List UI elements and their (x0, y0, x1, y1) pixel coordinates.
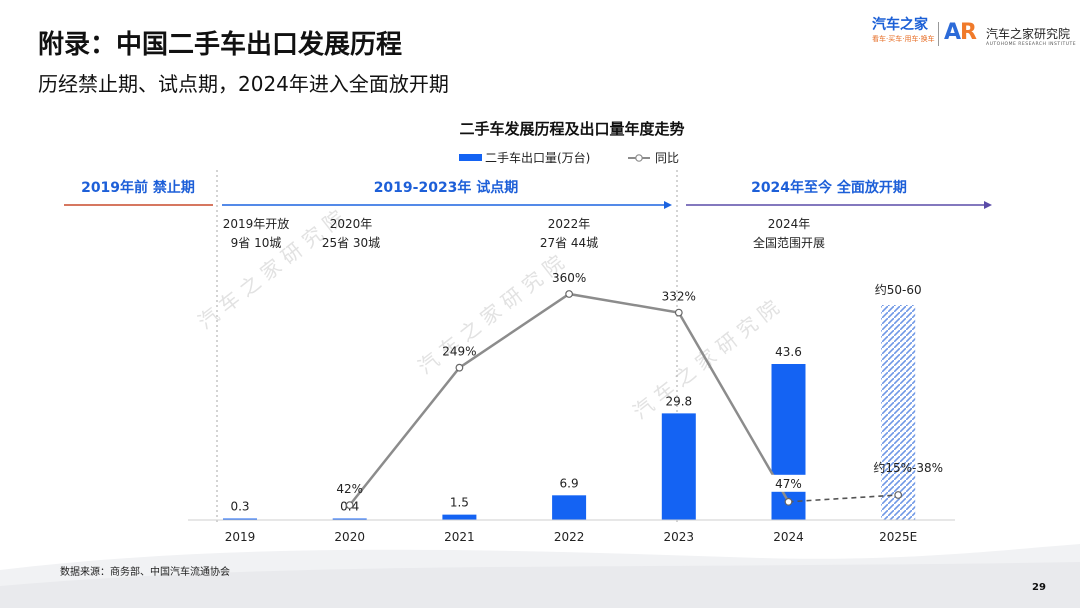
phase-label-pilot: 2019-2023年 试点期 (374, 179, 519, 196)
phase-label-ban: 2019年前 禁止期 (81, 179, 195, 196)
yoy-label-2025E: 约15%-38% (873, 460, 943, 475)
bar-2025E-estimate (881, 305, 916, 520)
bar-label-2021: 1.5 (450, 496, 469, 510)
research-institute-english-name: AUTOHOME RESEARCH INSTITUTE (986, 42, 1077, 47)
chart-title: 二手车发展历程及出口量年度走势 (459, 120, 684, 138)
legend-bar-swatch (459, 154, 482, 161)
ar-logo-r: R (960, 20, 977, 45)
page-title: 附录：中国二手车出口发展历程 (38, 30, 403, 60)
milestone-2019-line1: 2019年开放 (223, 216, 290, 231)
yoy-label-2021: 249% (442, 345, 476, 359)
legend-bar-label: 二手车出口量(万台) (485, 150, 590, 165)
bar-2022 (552, 495, 587, 520)
milestone-2022-line2: 27省 44城 (540, 236, 598, 250)
yoy-projection-line (788, 494, 899, 503)
autohome-logo-tagline: 看车·买车·用车·换车 (872, 35, 935, 43)
milestone-2020-line2: 25省 30城 (322, 236, 380, 250)
milestone-2022-line1: 2022年 (548, 217, 591, 231)
x-tick-2025E: 2025E (879, 530, 917, 544)
page-number: 29 (1032, 582, 1046, 593)
bar-label-2019: 0.3 (230, 500, 249, 514)
milestone-2024-line2: 全国范围开展 (753, 235, 825, 250)
bar-2023 (661, 413, 696, 520)
yoy-label-2024: 47% (775, 477, 802, 491)
watermark-2: 汽 车 之 家 研 究 院 (413, 250, 568, 379)
yoy-line (348, 292, 790, 506)
yoy-point-2025E (894, 491, 903, 499)
bar-2019 (223, 518, 257, 520)
legend-line-label: 同比 (655, 151, 679, 165)
yoy-point-2020 (345, 501, 354, 510)
milestone-2024-line1: 2024年 (768, 217, 811, 231)
yoy-point-2024 (784, 497, 793, 506)
milestone-2019-line2: 9省 10城 (231, 236, 282, 250)
ar-logo-icon: AR (944, 20, 977, 45)
phase-label-open: 2024年至今 全面放开期 (751, 179, 907, 196)
autohome-logo: 汽车之家 看车·买车·用车·换车 (872, 16, 935, 56)
milestone-2020-line1: 2020年 (330, 217, 373, 231)
yoy-label-2023: 332% (662, 290, 696, 304)
bar-2021 (442, 514, 477, 520)
x-tick-2021: 2021 (444, 530, 475, 544)
legend-line-marker (635, 154, 643, 162)
ar-logo-a: A (944, 20, 961, 45)
bar-label-2024: 43.6 (775, 345, 802, 359)
bar-label-2025E: 约50-60 (875, 282, 922, 297)
bar-2024 (771, 364, 806, 520)
yoy-point-2022 (565, 290, 573, 298)
chart-legend: 二手车出口量(万台) 同比 (459, 150, 679, 165)
bar-label-2023: 29.8 (665, 394, 692, 408)
yoy-label-2022: 360% (552, 271, 586, 285)
bar-label-2022: 6.9 (560, 476, 579, 490)
background-wave (0, 544, 1080, 608)
logo-divider (938, 22, 939, 46)
page-subtitle: 历经禁止期、试点期，2024年进入全面放开期 (38, 72, 449, 96)
yoy-point-2023 (674, 308, 683, 317)
bar-2020 (332, 518, 367, 520)
yoy-label-2020: 42% (336, 482, 363, 496)
phase-timeline: 2019年前 禁止期 2019-2023年 试点期 2024年至今 全面放开期 (64, 170, 992, 522)
x-tick-2022: 2022 (554, 530, 585, 544)
autohome-logo-name: 汽车之家 (872, 17, 928, 33)
yoy-point-2021 (455, 363, 464, 372)
x-tick-2019: 2019 (225, 530, 256, 544)
data-source: 数据来源：商务部、中国汽车流通协会 (60, 567, 230, 578)
research-institute-logo: AR 汽车之家研究院 AUTOHOME RESEARCH INSTITUTE (944, 16, 1080, 56)
x-tick-2023: 2023 (664, 530, 695, 544)
yoy-label-bg-2024 (771, 474, 806, 492)
research-institute-name: 汽车之家研究院 (986, 27, 1071, 41)
x-tick-2024: 2024 (773, 530, 804, 544)
x-tick-2020: 2020 (334, 530, 365, 544)
